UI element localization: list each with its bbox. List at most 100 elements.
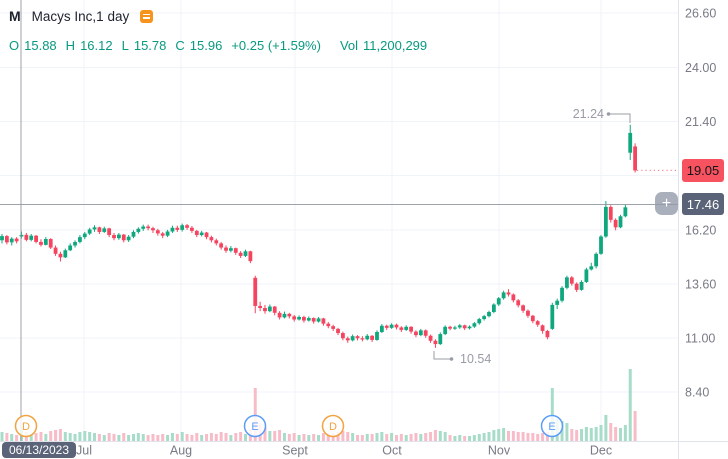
annotation-dot	[449, 357, 454, 361]
add-alert-plus-button[interactable]: +	[655, 192, 678, 215]
time-axis-label[interactable]: Sept	[282, 444, 308, 458]
time-axis-label[interactable]: Dec	[590, 444, 612, 458]
volume-bar	[268, 431, 272, 441]
candle-body	[302, 316, 306, 321]
volume-bar	[453, 436, 457, 441]
volume-bar	[112, 434, 116, 441]
candle-body	[24, 234, 29, 240]
price-annotation-label: 10.54	[460, 352, 491, 366]
candle-body	[574, 283, 579, 290]
crosshair-price-badge: 17.46	[682, 193, 724, 215]
price-axis-label[interactable]: 8.40	[685, 386, 709, 400]
candle-body	[457, 325, 462, 328]
events-icon[interactable]	[140, 9, 154, 23]
candle-body	[511, 294, 516, 301]
volume-bar	[244, 434, 247, 441]
dividend-marker-letter: D	[22, 421, 30, 433]
candle-body	[4, 236, 9, 243]
candle-body	[599, 236, 603, 254]
volume-bar	[175, 434, 179, 441]
ohlc-values-row: O 15.88 H 16.12 L 15.78 C 15.96 +0.25 (+1.59…	[9, 38, 427, 53]
volume-bar	[521, 432, 525, 441]
candle-body	[272, 306, 277, 313]
candle-body	[116, 234, 121, 239]
volume-bar	[448, 435, 452, 441]
candle-body	[136, 228, 141, 232]
dividend-marker[interactable]	[321, 414, 345, 438]
volume-bar	[83, 431, 87, 441]
candle-body	[287, 313, 292, 317]
candle-body	[496, 298, 501, 305]
volume-bar	[477, 434, 481, 441]
candle-body	[146, 226, 150, 229]
volume-bar	[68, 433, 72, 441]
price-axis-label[interactable]: 21.40	[685, 115, 716, 129]
volume-bar	[317, 435, 321, 441]
candle-body	[428, 335, 433, 341]
volume-bar	[34, 433, 38, 441]
volume-bar	[292, 433, 296, 441]
dividend-marker-letter: D	[329, 421, 337, 433]
symbol-label[interactable]: M	[9, 8, 21, 24]
candle-body	[331, 326, 336, 329]
earnings-marker[interactable]	[540, 414, 564, 438]
candle-body	[443, 326, 448, 335]
volume-bar	[599, 425, 603, 441]
volume-bar	[136, 433, 140, 441]
price-axis-label[interactable]: 13.60	[685, 277, 716, 291]
volume-bar	[336, 432, 340, 441]
candle-body	[433, 340, 438, 345]
candle-body	[628, 132, 633, 153]
earnings-marker[interactable]	[243, 414, 267, 438]
volume-bar	[443, 432, 447, 441]
volume-bar	[302, 434, 306, 441]
price-axis-label[interactable]: 26.60	[685, 7, 716, 21]
price-axis-label[interactable]: 16.20	[685, 223, 716, 237]
time-axis-label[interactable]: Nov	[488, 444, 511, 458]
volume-bar	[565, 423, 569, 441]
symbol-description[interactable]: Macys Inc,1 day	[31, 8, 130, 24]
volume-bar	[93, 433, 97, 441]
candle-body	[409, 326, 413, 332]
candle-body	[472, 323, 477, 327]
candle-body	[311, 318, 316, 322]
dividend-marker[interactable]	[14, 414, 38, 438]
volume-bar	[102, 435, 106, 441]
time-axis-label[interactable]: Aug	[170, 444, 192, 458]
volume-bar	[321, 433, 325, 441]
volume-bar	[409, 434, 413, 441]
open-value: 15.88	[24, 38, 57, 53]
volume-bar	[29, 434, 33, 441]
annotation-dot	[606, 112, 611, 116]
volume-bar	[526, 433, 530, 441]
candle-body	[53, 247, 58, 254]
volume-bar	[88, 432, 92, 441]
candle-body	[467, 326, 472, 329]
volume-bar	[39, 432, 43, 441]
candle-body	[160, 233, 165, 236]
volume-bar	[502, 428, 506, 441]
candle-body	[370, 335, 375, 340]
price-axis-label[interactable]: 11.00	[685, 332, 715, 346]
volume-bar	[380, 432, 384, 441]
candle-body	[277, 312, 282, 318]
candle-body	[58, 253, 63, 258]
volume-bar	[156, 435, 160, 441]
candle-body	[92, 227, 97, 230]
close-value: 15.96	[189, 38, 223, 53]
candle-body	[404, 326, 409, 330]
volume-bar	[278, 430, 282, 441]
volume-bar	[200, 435, 204, 441]
price-axis-label[interactable]: 24.00	[685, 61, 716, 75]
candle-body	[535, 321, 540, 325]
candle-body	[394, 324, 399, 328]
volume-bar	[229, 435, 233, 441]
price-axis-border	[678, 0, 679, 459]
time-axis-label[interactable]: Oct	[382, 444, 402, 458]
volume-bar	[219, 432, 223, 441]
time-axis-label[interactable]: Jul	[76, 444, 92, 458]
volume-bar	[482, 433, 486, 441]
volume-bar	[463, 436, 467, 441]
candle-body	[555, 300, 560, 305]
